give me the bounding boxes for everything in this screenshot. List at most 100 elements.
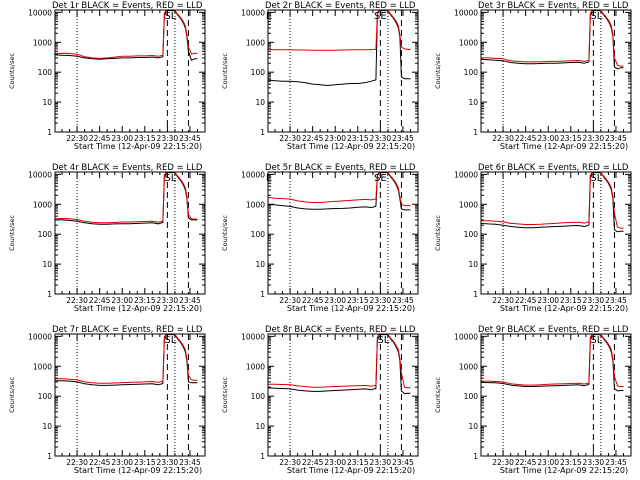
y-tick-label: 10000: [454, 332, 478, 341]
panel-title: Det 4r BLACK = Events, RED = LLD: [52, 163, 203, 173]
x-tick-label: 22:30: [66, 458, 88, 467]
x-tick-label: 23:45: [392, 296, 414, 305]
y-tick-label: 1: [260, 128, 265, 137]
y-tick-label: 10: [255, 98, 265, 107]
y-tick-label: 100: [38, 68, 53, 77]
saa-annotation: SL: [590, 335, 602, 346]
plot-frame: [480, 9, 632, 133]
x-tick-label: 23:45: [179, 458, 201, 467]
x-ticks: 22:30 22:45 23:00 23:15 23:30 23:45: [61, 334, 206, 467]
y-tick-label: 1000: [459, 200, 478, 209]
event-markers: [289, 334, 402, 456]
panel-title: Det 3r BLACK = Events, RED = LLD: [478, 1, 629, 11]
x-tick-label: 23:15: [347, 296, 369, 305]
y-ticks: 1 10 100 1000 10000: [454, 170, 631, 299]
y-tick-label: 10000: [454, 8, 478, 17]
plot-frame: [267, 9, 419, 133]
x-tick-label: 23:00: [537, 458, 559, 467]
y-tick-label: 1000: [246, 38, 265, 47]
y-axis-label: Counts/sec: [434, 53, 442, 89]
y-tick-label: 10: [255, 260, 265, 269]
x-axis-label: Start Time (12-Apr-09 22:15:20): [287, 142, 415, 151]
x-tick-label: 22:45: [515, 134, 537, 143]
x-tick-label: 22:30: [279, 296, 301, 305]
x-axis-label: Start Time (12-Apr-09 22:15:20): [500, 466, 628, 475]
panel-title: Det 1r BLACK = Events, RED = LLD: [52, 1, 203, 11]
x-tick-label: 23:15: [560, 134, 582, 143]
y-tick-label: 1: [473, 128, 478, 137]
y-tick-label: 10: [468, 260, 478, 269]
lld-series-line: [267, 9, 411, 51]
x-tick-label: 23:45: [605, 296, 627, 305]
y-tick-label: 10: [255, 422, 265, 431]
saa-annotation: SE: [374, 11, 387, 22]
x-tick-label: 23:30: [370, 134, 392, 143]
x-axis-label: Start Time (12-Apr-09 22:15:20): [500, 142, 628, 151]
y-tick-label: 1000: [33, 200, 52, 209]
x-tick-label: 22:45: [302, 296, 324, 305]
y-axis-label: Counts/sec: [8, 53, 16, 89]
x-tick-label: 23:45: [605, 134, 627, 143]
y-axis-label: Counts/sec: [8, 377, 16, 413]
x-tick-label: 23:00: [537, 296, 559, 305]
panel-det-4: Det 4r BLACK = Events, RED = LLD Counts/s…: [8, 163, 206, 313]
y-ticks: 1 10 100 1000 10000: [241, 170, 418, 299]
event-markers: [289, 172, 402, 294]
x-tick-label: 23:45: [392, 134, 414, 143]
x-tick-label: 22:30: [279, 458, 301, 467]
x-tick-label: 23:45: [605, 458, 627, 467]
x-tick-label: 23:30: [583, 296, 605, 305]
y-tick-label: 10000: [28, 8, 52, 17]
x-tick-label: 22:30: [66, 296, 88, 305]
panel-det-2: Det 2r BLACK = Events, RED = LLD Counts/s…: [221, 1, 419, 151]
events-series-line: [267, 172, 411, 211]
x-tick-label: 23:15: [347, 134, 369, 143]
y-tick-label: 1000: [33, 38, 52, 47]
y-tick-label: 1: [47, 290, 52, 299]
event-markers: [289, 10, 402, 132]
x-tick-label: 22:30: [492, 296, 514, 305]
x-tick-label: 23:00: [324, 134, 346, 143]
x-tick-label: 22:45: [89, 134, 111, 143]
y-axis-label: Counts/sec: [8, 215, 16, 251]
x-tick-label: 23:45: [179, 296, 201, 305]
event-markers: [502, 172, 615, 294]
saa-annotation: E: [266, 173, 272, 184]
x-axis-label: Start Time (12-Apr-09 22:15:20): [74, 142, 202, 151]
x-tick-label: 22:45: [515, 458, 537, 467]
events-series-line: [267, 10, 411, 86]
y-tick-label: 1: [473, 290, 478, 299]
y-tick-label: 1000: [246, 362, 265, 371]
x-ticks: 22:30 22:45 23:00 23:15 23:30 23:45: [61, 172, 206, 305]
event-markers: [502, 10, 615, 132]
x-tick-label: 23:00: [324, 458, 346, 467]
x-axis-label: Start Time (12-Apr-09 22:15:20): [74, 304, 202, 313]
panel-det-3: Det 3r BLACK = Events, RED = LLD Counts/s…: [434, 1, 632, 151]
x-tick-label: 22:45: [515, 296, 537, 305]
x-tick-label: 23:15: [347, 458, 369, 467]
y-tick-label: 100: [464, 230, 479, 239]
x-tick-label: 23:30: [157, 296, 179, 305]
y-tick-label: 10000: [241, 8, 265, 17]
panel-det-6: Det 6r BLACK = Events, RED = LLD Counts/s…: [434, 163, 632, 313]
x-axis-label: Start Time (12-Apr-09 22:15:20): [287, 304, 415, 313]
x-tick-label: 23:30: [583, 134, 605, 143]
x-tick-label: 23:30: [157, 134, 179, 143]
plot-frame: [267, 171, 419, 295]
saa-annotation: E: [266, 11, 272, 22]
panel-title: Det 7r BLACK = Events, RED = LLD: [52, 325, 203, 335]
event-markers: [76, 172, 189, 294]
x-tick-label: 22:30: [279, 134, 301, 143]
plot-frame: [480, 171, 632, 295]
events-series-line: [480, 334, 624, 392]
x-tick-label: 23:30: [370, 296, 392, 305]
x-tick-label: 23:00: [111, 134, 133, 143]
plot-frame: [480, 333, 632, 457]
x-ticks: 22:30 22:45 23:00 23:15 23:30 23:45: [487, 10, 632, 143]
x-tick-label: 23:30: [370, 458, 392, 467]
y-tick-label: 10000: [454, 170, 478, 179]
saa-annotation: SL: [590, 11, 602, 22]
x-axis-label: Start Time (12-Apr-09 22:15:20): [287, 466, 415, 475]
x-tick-label: 23:15: [134, 458, 156, 467]
x-ticks: 22:30 22:45 23:00 23:15 23:30 23:45: [274, 172, 419, 305]
